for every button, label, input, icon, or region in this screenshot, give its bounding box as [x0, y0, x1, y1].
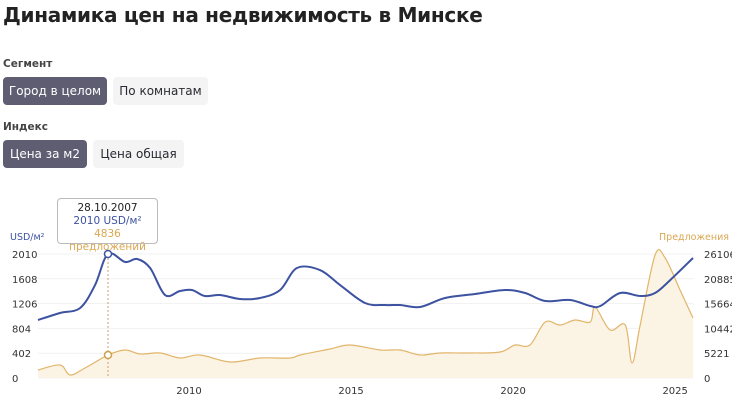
y-tick-label: 1206 [12, 300, 37, 311]
chart-tooltip: 28.10.2007 2010 USD/м² 4836 предложений [57, 198, 158, 253]
y-tick-label: 1608 [12, 275, 37, 286]
y-tick-label: 0 [12, 374, 18, 385]
price-highlight-point [103, 249, 113, 259]
y2-axis-label: Предложения [659, 232, 729, 243]
segment-city-button[interactable]: Город в целом [3, 77, 107, 105]
offers-highlight-point [103, 350, 113, 360]
y2-tick-label: 10442 [704, 324, 732, 335]
x-tick-label: 2025 [662, 386, 687, 397]
y2-tick-label: 0 [704, 374, 710, 385]
x-tick-label: 2015 [338, 386, 363, 397]
offers-line [37, 248, 694, 376]
x-tick-label: 2010 [176, 386, 201, 397]
y-axis-label: USD/м² [10, 232, 45, 243]
x-tick-label: 2020 [500, 386, 525, 397]
tooltip-offers: 4836 предложений [69, 228, 146, 253]
offers-area [38, 249, 693, 378]
tooltip-date: 28.10.2007 [77, 202, 138, 214]
index-label: Индекс [3, 121, 48, 133]
segment-rooms-button[interactable]: По комнатам [113, 77, 208, 105]
y2-tick-label: 15664 [704, 300, 732, 311]
y2-tick-label: 5221 [704, 349, 729, 360]
tooltip-price: 2010 USD/м² [73, 215, 142, 227]
y-tick-label: 402 [12, 349, 31, 360]
page-title: Динамика цен на недвижимость в Минске [3, 3, 483, 27]
index-price-total-button[interactable]: Цена общая [93, 140, 184, 168]
price-line [37, 252, 694, 321]
segment-label: Сегмент [3, 58, 53, 70]
y-tick-label: 2010 [12, 250, 37, 261]
index-price-m2-button[interactable]: Цена за м2 [3, 140, 87, 168]
y2-tick-label: 20885 [704, 275, 732, 286]
y2-tick-label: 26106 [704, 250, 732, 261]
y-tick-label: 804 [12, 324, 31, 335]
